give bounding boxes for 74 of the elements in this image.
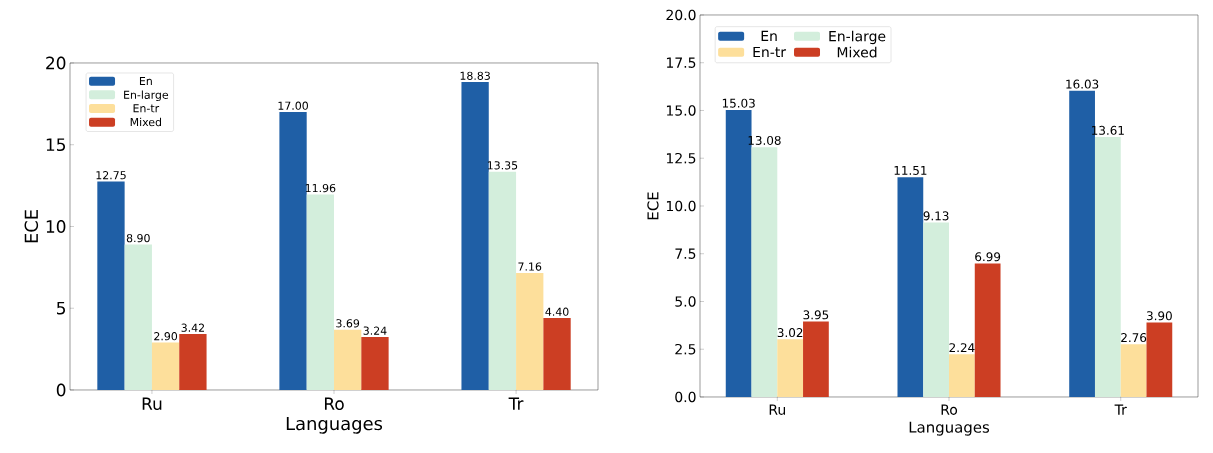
data-label: 2.90 — [154, 332, 178, 341]
data-label: 2.76 — [1121, 333, 1147, 343]
x-axis-title: Languages — [286, 416, 383, 434]
y-tick-label: 12.5 — [666, 152, 696, 164]
bar — [923, 222, 950, 397]
y-axis-title: ECE — [24, 210, 39, 243]
data-label: 2.24 — [949, 343, 975, 352]
y-tick-label: 0.0 — [675, 391, 696, 403]
data-label: 11.51 — [894, 166, 927, 175]
y-tick-label: 15 — [46, 138, 66, 152]
bar — [334, 329, 362, 390]
bar — [151, 342, 180, 390]
bar — [1094, 137, 1121, 397]
y-tick-label: 20.0 — [666, 9, 696, 21]
bar — [124, 244, 152, 390]
bar — [1120, 344, 1147, 397]
bar — [97, 181, 125, 390]
data-label: 3.69 — [336, 319, 360, 328]
legend-label: En-tr — [133, 104, 160, 113]
x-tick-label: Ro — [324, 397, 344, 411]
data-label: 3.02 — [777, 328, 803, 338]
x-tick-label: Ro — [941, 404, 958, 415]
data-label: 3.24 — [363, 326, 387, 335]
bar — [306, 194, 335, 390]
y-tick-label: 17.5 — [666, 57, 696, 68]
legend-label: En-tr — [753, 46, 787, 58]
bar — [1146, 322, 1173, 397]
x-tick-label: Ru — [769, 404, 785, 415]
y-tick-label: 7.5 — [675, 248, 696, 259]
bar — [751, 147, 778, 397]
data-label: 3.95 — [803, 310, 829, 320]
bar — [897, 177, 924, 397]
data-label: 17.00 — [278, 101, 308, 110]
y-axis-title: ECE — [647, 192, 659, 220]
y-tick-label: 20 — [46, 56, 66, 70]
data-label: 8.90 — [126, 233, 150, 243]
bar — [543, 318, 571, 390]
data-label: 6.99 — [975, 252, 1001, 262]
x-axis-title: Languages — [909, 421, 990, 436]
data-label: 7.16 — [518, 262, 542, 271]
bar — [179, 334, 207, 390]
bar — [803, 321, 829, 397]
data-label: 16.03 — [1066, 79, 1099, 89]
legend-label: Mixed — [130, 117, 162, 127]
x-tick-label: Tr — [1114, 404, 1127, 415]
bar — [361, 337, 389, 390]
data-label: 3.90 — [1146, 311, 1172, 321]
x-tick-label: Ru — [142, 397, 162, 411]
bar — [461, 82, 489, 390]
bar — [488, 171, 517, 390]
bar — [949, 354, 975, 397]
data-label: 3.42 — [181, 323, 205, 332]
data-label: 18.83 — [460, 71, 490, 80]
legend-label: Mixed — [837, 46, 877, 58]
y-tick-label: 10.0 — [666, 200, 696, 212]
bar — [777, 339, 804, 397]
data-label: 15.03 — [722, 98, 755, 108]
y-tick-label: 5 — [57, 301, 66, 315]
data-label: 12.75 — [96, 171, 126, 180]
y-tick-label: 15.0 — [666, 105, 696, 116]
y-tick-label: 0 — [56, 383, 66, 397]
y-tick-label: 10 — [46, 220, 66, 233]
x-tick-label: Tr — [508, 397, 524, 410]
y-tick-label: 2.5 — [675, 343, 696, 355]
bar — [516, 272, 544, 390]
data-label: 4.40 — [545, 307, 569, 316]
legend-label: En-large — [829, 30, 886, 45]
y-tick-label: 5.0 — [675, 296, 696, 307]
legend-label: En-large — [124, 90, 169, 102]
legend-label: En — [139, 76, 152, 85]
bar — [279, 112, 307, 390]
bar — [974, 263, 1001, 397]
legend-label: En — [761, 30, 777, 42]
data-label: 9.13 — [923, 211, 949, 221]
